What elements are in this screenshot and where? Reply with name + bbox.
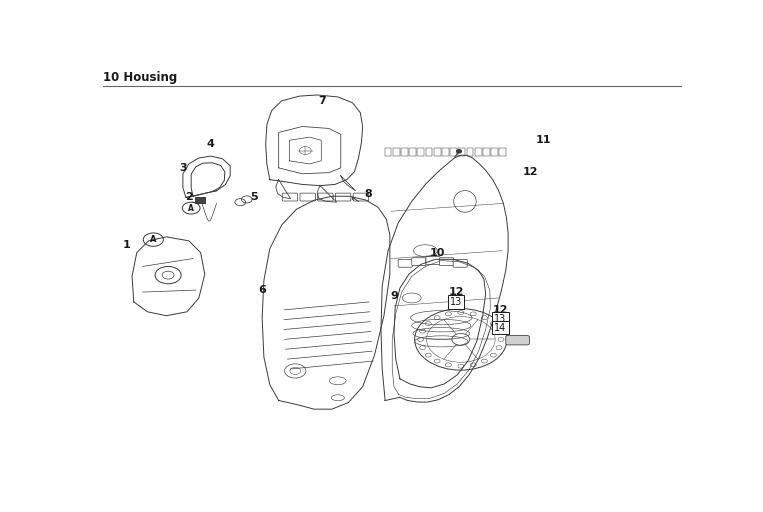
FancyBboxPatch shape (336, 193, 351, 201)
FancyBboxPatch shape (439, 258, 454, 266)
FancyBboxPatch shape (393, 148, 400, 156)
FancyBboxPatch shape (300, 193, 315, 201)
Text: 4: 4 (207, 139, 214, 149)
Text: 12: 12 (522, 167, 538, 177)
FancyBboxPatch shape (353, 193, 369, 201)
FancyBboxPatch shape (412, 258, 426, 266)
FancyBboxPatch shape (426, 257, 440, 265)
Text: 13: 13 (494, 314, 507, 324)
FancyBboxPatch shape (409, 148, 416, 156)
Text: 13: 13 (450, 297, 462, 307)
Text: 10: 10 (430, 248, 445, 258)
Text: 3: 3 (179, 163, 187, 173)
Text: 5: 5 (250, 193, 258, 202)
FancyBboxPatch shape (282, 193, 298, 201)
Text: 12: 12 (449, 287, 464, 297)
Text: A: A (188, 204, 194, 212)
FancyBboxPatch shape (195, 197, 204, 203)
FancyBboxPatch shape (466, 148, 474, 156)
Text: 2: 2 (185, 191, 193, 202)
FancyBboxPatch shape (453, 260, 467, 267)
Circle shape (457, 150, 462, 153)
Text: 6: 6 (258, 285, 266, 295)
Text: 7: 7 (319, 96, 327, 106)
Text: 12: 12 (493, 305, 508, 315)
FancyBboxPatch shape (401, 148, 408, 156)
FancyBboxPatch shape (385, 148, 391, 156)
Text: A: A (150, 235, 156, 244)
Text: 9: 9 (390, 291, 398, 301)
FancyBboxPatch shape (506, 335, 530, 345)
Text: 10 Housing: 10 Housing (103, 71, 177, 84)
FancyBboxPatch shape (426, 148, 433, 156)
Text: 8: 8 (365, 188, 372, 199)
FancyBboxPatch shape (398, 260, 412, 267)
FancyBboxPatch shape (417, 148, 424, 156)
FancyBboxPatch shape (483, 148, 490, 156)
FancyBboxPatch shape (317, 193, 333, 201)
FancyBboxPatch shape (459, 148, 465, 156)
FancyBboxPatch shape (499, 148, 507, 156)
Circle shape (352, 197, 357, 200)
FancyBboxPatch shape (475, 148, 481, 156)
Text: 11: 11 (536, 135, 552, 145)
Text: 14: 14 (494, 323, 507, 333)
FancyBboxPatch shape (450, 148, 457, 156)
FancyBboxPatch shape (491, 148, 498, 156)
Text: 1: 1 (122, 240, 130, 250)
FancyBboxPatch shape (433, 148, 441, 156)
FancyBboxPatch shape (442, 148, 449, 156)
